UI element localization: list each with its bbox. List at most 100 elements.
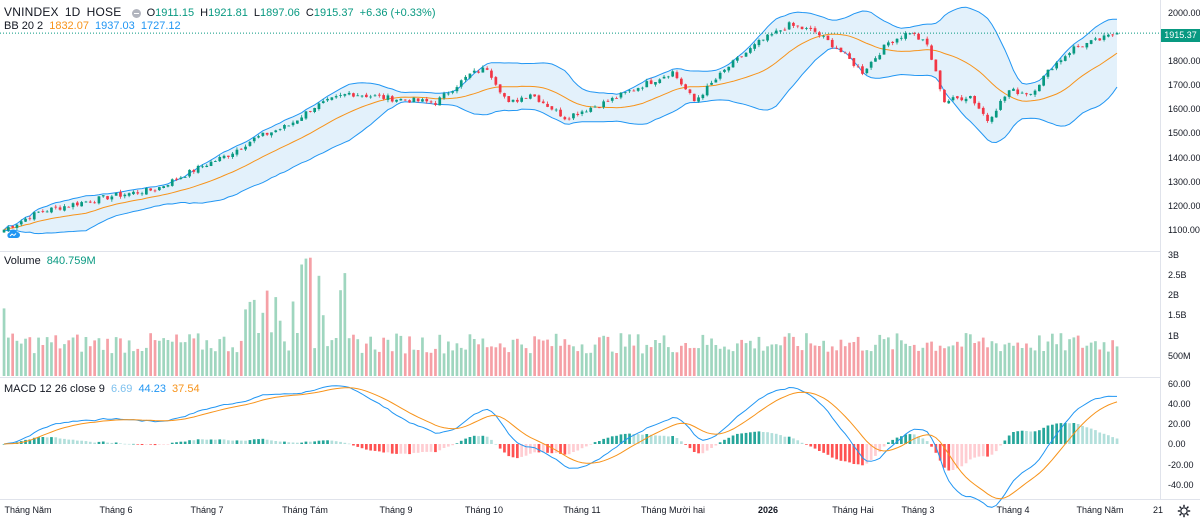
candle-body bbox=[468, 73, 472, 78]
macd-histogram-bar bbox=[425, 444, 429, 452]
candle-body bbox=[809, 27, 813, 29]
volume-bar bbox=[680, 345, 683, 376]
volume-bar bbox=[1012, 345, 1015, 376]
volume-bar bbox=[80, 351, 83, 376]
macd-name[interactable]: MACD 12 26 close 9 bbox=[4, 383, 105, 395]
collapse-icon[interactable] bbox=[131, 8, 141, 18]
volume-bar bbox=[848, 342, 851, 376]
macd-tick: 60.00 bbox=[1168, 379, 1191, 389]
candle-body bbox=[196, 165, 200, 173]
candle-body bbox=[175, 178, 178, 180]
volume-bar bbox=[1063, 350, 1067, 376]
macd-histogram-bar bbox=[667, 436, 670, 444]
volume-bar bbox=[675, 352, 679, 376]
macd-histogram-bar bbox=[166, 444, 170, 445]
symbol-name[interactable]: VNINDEX bbox=[4, 5, 59, 19]
candle-body bbox=[994, 110, 998, 118]
macd-histogram-bar bbox=[494, 444, 498, 445]
volume-bar bbox=[1089, 342, 1093, 376]
candle-body bbox=[787, 22, 791, 30]
volume-bar bbox=[408, 336, 411, 376]
candle-body bbox=[964, 98, 968, 102]
volume-tick: 1.5B bbox=[1168, 310, 1187, 320]
candle-body bbox=[110, 196, 114, 200]
candle-body bbox=[649, 80, 653, 84]
volume-bar bbox=[533, 336, 536, 376]
volume-bar bbox=[265, 290, 269, 376]
macd-tick: -20.00 bbox=[1168, 460, 1194, 470]
candle-body bbox=[503, 93, 506, 97]
macd-histogram-bar bbox=[852, 444, 856, 464]
candle-body bbox=[800, 26, 804, 29]
macd-histogram-bar bbox=[990, 444, 994, 455]
candle-body bbox=[498, 84, 502, 93]
candle-body bbox=[37, 211, 40, 213]
candle-body bbox=[429, 101, 433, 103]
volume-bar bbox=[1076, 335, 1080, 376]
volume-bar bbox=[464, 349, 467, 376]
bb-name[interactable]: BB 20 2 bbox=[4, 20, 44, 32]
candle-body bbox=[839, 47, 843, 52]
candle-body bbox=[1025, 93, 1028, 95]
macd-histogram-bar bbox=[1016, 431, 1020, 444]
volume-legend[interactable]: Volume 840.759M bbox=[4, 255, 99, 267]
volume-bar bbox=[149, 333, 152, 376]
volume-bar bbox=[1072, 337, 1076, 376]
macd-histogram-bar bbox=[701, 444, 705, 454]
bb-legend[interactable]: BB 20 2 1832.07 1937.03 1727.12 bbox=[4, 20, 184, 32]
time-label: Tháng Tám bbox=[282, 505, 328, 515]
macd-histogram-bar bbox=[835, 444, 838, 460]
time-label: Tháng 6 bbox=[99, 505, 133, 515]
volume-bar bbox=[865, 350, 869, 376]
macd-histogram-bar bbox=[770, 433, 774, 444]
macd-histogram-bar bbox=[1076, 424, 1080, 444]
interval-label[interactable]: 1D bbox=[64, 5, 81, 19]
macd-histogram-bar bbox=[1115, 438, 1119, 444]
macd-histogram-bar bbox=[1107, 435, 1110, 444]
volume-bar bbox=[723, 346, 726, 376]
macd-histogram-bar bbox=[986, 444, 989, 457]
volume-name[interactable]: Volume bbox=[4, 255, 41, 267]
volume-bar bbox=[649, 347, 653, 376]
candle-body bbox=[610, 97, 614, 101]
macd-histogram-bar bbox=[580, 444, 584, 449]
macd-histogram-bar bbox=[524, 444, 528, 456]
candle-body bbox=[248, 141, 252, 146]
macd-histogram-bar bbox=[654, 435, 657, 444]
volume-bar bbox=[442, 353, 446, 376]
volume-bar bbox=[132, 351, 135, 376]
volume-bar bbox=[416, 350, 420, 376]
macd-histogram-bar bbox=[71, 439, 75, 444]
macd-histogram-bar bbox=[41, 437, 45, 444]
cloud-icon[interactable] bbox=[5, 228, 21, 240]
candle-body bbox=[28, 218, 32, 220]
candle-body bbox=[671, 71, 674, 77]
macd-histogram-bar bbox=[874, 444, 877, 456]
candle-body bbox=[352, 93, 355, 97]
candle-body bbox=[326, 98, 329, 101]
volume-bar bbox=[567, 344, 571, 376]
volume-bar bbox=[257, 333, 260, 376]
macd-histogram-bar bbox=[373, 444, 377, 451]
macd-histogram-bar bbox=[321, 440, 325, 444]
macd-legend[interactable]: MACD 12 26 close 9 6.69 44.23 37.54 bbox=[4, 383, 203, 395]
candle-body bbox=[1016, 89, 1020, 94]
volume-bar bbox=[218, 339, 222, 376]
macd-histogram-bar bbox=[779, 435, 782, 444]
candle-body bbox=[895, 38, 899, 43]
candle-body bbox=[291, 122, 295, 126]
volume-bar bbox=[93, 340, 96, 376]
macd-histogram-bar bbox=[943, 444, 946, 468]
candle-body bbox=[1007, 90, 1011, 97]
candle-body bbox=[688, 89, 692, 93]
volume-bar bbox=[550, 346, 554, 376]
macd-histogram-bar bbox=[649, 434, 653, 444]
macd-histogram-bar bbox=[252, 439, 256, 444]
candle-body bbox=[192, 170, 196, 172]
volume-bar bbox=[183, 342, 187, 376]
candle-body bbox=[343, 94, 347, 96]
candle-body bbox=[158, 187, 161, 191]
settings-gear-icon[interactable] bbox=[1177, 504, 1191, 518]
macd-histogram-bar bbox=[390, 444, 394, 454]
